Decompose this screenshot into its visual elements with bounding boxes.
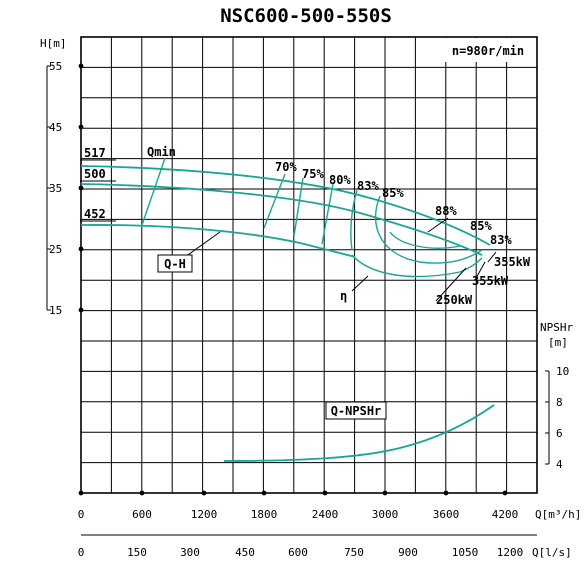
q-ls-tick: 0 — [78, 546, 85, 559]
speed-box — [442, 38, 536, 62]
npsh-tick: 6 — [556, 427, 563, 440]
npsh-curve — [223, 404, 495, 462]
q-ls-tick: 900 — [398, 546, 418, 559]
q-m3h-tick: 600 — [132, 508, 152, 521]
power-label-355b: 355kW — [472, 274, 509, 288]
q-m3h-tick: 4200 — [492, 508, 519, 521]
npsh-tick: 4 — [556, 458, 563, 471]
eff-label-83b: 83% — [490, 233, 512, 247]
q-m3h-tick: 3000 — [372, 508, 399, 521]
q-ls-axis: 0 150 300 450 600 750 900 1050 1200 Q[l/… — [78, 534, 572, 559]
h-tick: 15 — [49, 304, 62, 317]
eff-line-80 — [321, 183, 334, 245]
qh-curve-452 — [80, 224, 356, 258]
speed-label: n=980r/min — [452, 44, 524, 58]
eff-label-83a: 83% — [357, 179, 379, 193]
leader-lines — [80, 157, 497, 302]
h-axis-label: H[m] — [40, 37, 67, 50]
npsh-axis-unit: [m] — [548, 336, 568, 349]
eff-line-88 — [389, 231, 461, 249]
q-m3h-tick: 0 — [78, 508, 85, 521]
eff-label-75: 75% — [302, 167, 324, 181]
q-m3h-tick: 3600 — [433, 508, 460, 521]
impeller-452-label: 452 — [84, 207, 106, 221]
qh-curve-517 — [80, 165, 491, 246]
chart-title: NSC600-500-550S — [220, 5, 392, 27]
q-m3h-tick: 1800 — [251, 508, 278, 521]
npsh-tick: 10 — [556, 365, 569, 378]
plot-frame — [80, 36, 538, 494]
q-ls-tick: 750 — [344, 546, 364, 559]
npsh-axis: NPSHr [m] 10 8 6 4 — [540, 321, 573, 471]
qh-label: Q-H — [164, 257, 186, 271]
h-axis: H[m] 55 45 35 25 15 — [40, 37, 67, 317]
eta-label: η — [340, 289, 347, 303]
npsh-label-box — [325, 401, 387, 420]
q-ls-tick: 1200 — [497, 546, 524, 559]
q-m3h-tick: 1200 — [191, 508, 218, 521]
h-tick: 55 — [49, 60, 62, 73]
eff-line-83b — [351, 254, 483, 278]
eff-line-85 — [374, 195, 483, 264]
grid — [78, 37, 537, 496]
q-ls-tick: 450 — [235, 546, 255, 559]
qh-curve-500 — [80, 183, 483, 256]
impeller-517-label: 517 — [84, 146, 106, 160]
h-tick: 45 — [49, 121, 62, 134]
impeller-500-label: 500 — [84, 167, 106, 181]
q-m3h-label: Q[m³/h] — [535, 508, 581, 521]
h-tick: 25 — [49, 243, 62, 256]
qnpsh-label: Q-NPSHr — [331, 404, 382, 418]
eff-label-88: 88% — [435, 204, 457, 218]
q-m3h-axis: 0 600 1200 1800 2400 3000 3600 4200 Q[m³… — [78, 508, 582, 521]
q-ls-tick: 150 — [127, 546, 147, 559]
h-tick: 35 — [49, 182, 62, 195]
npsh-axis-label: NPSHr — [540, 321, 573, 334]
qh-label-box — [157, 254, 193, 273]
q-m3h-tick: 2400 — [312, 508, 339, 521]
eff-label-80: 80% — [329, 173, 351, 187]
q-ls-tick: 1050 — [452, 546, 479, 559]
eff-label-85a: 85% — [382, 186, 404, 200]
power-label-355a: 355kW — [494, 255, 531, 269]
q-ls-label: Q[l/s] — [532, 546, 572, 559]
eff-line-83a — [350, 189, 358, 251]
eff-line-75 — [293, 177, 304, 237]
eff-line-70 — [263, 173, 286, 229]
qmin-label: Qmin — [147, 145, 176, 159]
eff-label-70: 70% — [275, 160, 297, 174]
npsh-tick: 8 — [556, 396, 563, 409]
q-ls-tick: 300 — [180, 546, 200, 559]
eff-label-85b: 85% — [470, 219, 492, 233]
power-label-250: 250kW — [436, 293, 473, 307]
q-ls-tick: 600 — [288, 546, 308, 559]
